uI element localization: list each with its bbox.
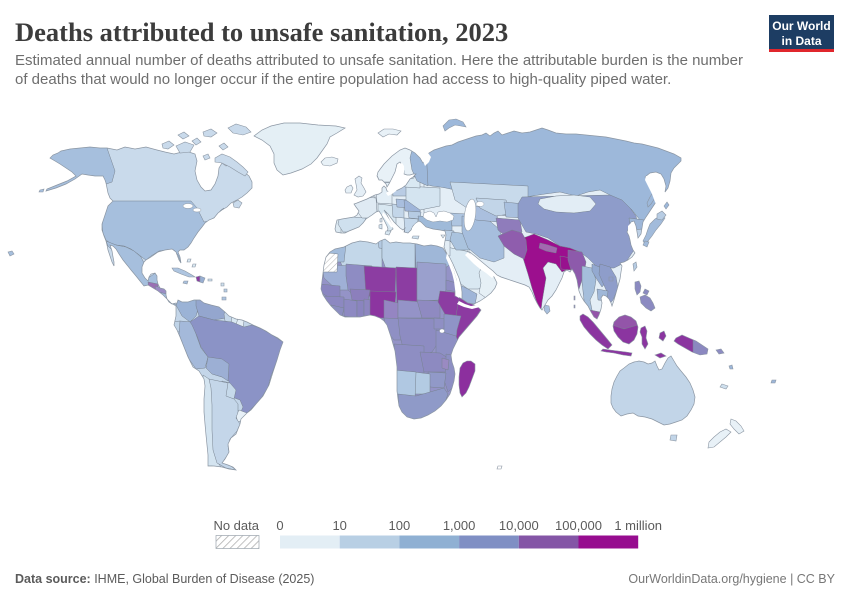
svg-text:10: 10 <box>332 518 346 533</box>
svg-text:100,000: 100,000 <box>555 518 602 533</box>
svg-text:10,000: 10,000 <box>499 518 539 533</box>
svg-text:1,000: 1,000 <box>443 518 476 533</box>
svg-text:1 million: 1 million <box>614 518 662 533</box>
svg-text:0: 0 <box>276 518 283 533</box>
svg-text:100: 100 <box>389 518 411 533</box>
svg-text:No data: No data <box>213 518 259 533</box>
